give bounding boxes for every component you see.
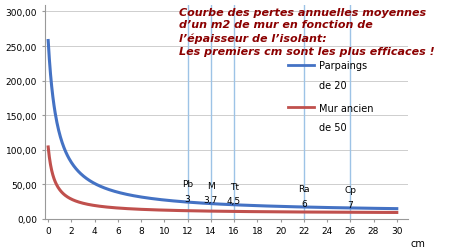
Text: 7: 7 bbox=[347, 200, 353, 209]
Text: cm: cm bbox=[411, 238, 426, 248]
Text: Cp: Cp bbox=[344, 185, 356, 194]
Text: Courbe des pertes annuelles moyennes
d’un m2 de mur en fonction de
l’épaisseur d: Courbe des pertes annuelles moyennes d’u… bbox=[179, 8, 435, 56]
Text: 3,7: 3,7 bbox=[204, 196, 218, 205]
Text: 6: 6 bbox=[301, 199, 307, 208]
Text: M: M bbox=[207, 181, 215, 190]
Text: Parpaings: Parpaings bbox=[320, 61, 367, 71]
Text: 4,5: 4,5 bbox=[227, 197, 241, 206]
Text: Pb: Pb bbox=[182, 180, 193, 188]
Text: Ra: Ra bbox=[298, 184, 310, 194]
Text: de 20: de 20 bbox=[320, 80, 347, 90]
Text: Mur ancien: Mur ancien bbox=[320, 104, 374, 114]
Text: de 50: de 50 bbox=[320, 123, 347, 133]
Text: Tt: Tt bbox=[230, 182, 238, 191]
Text: 3: 3 bbox=[185, 194, 190, 203]
